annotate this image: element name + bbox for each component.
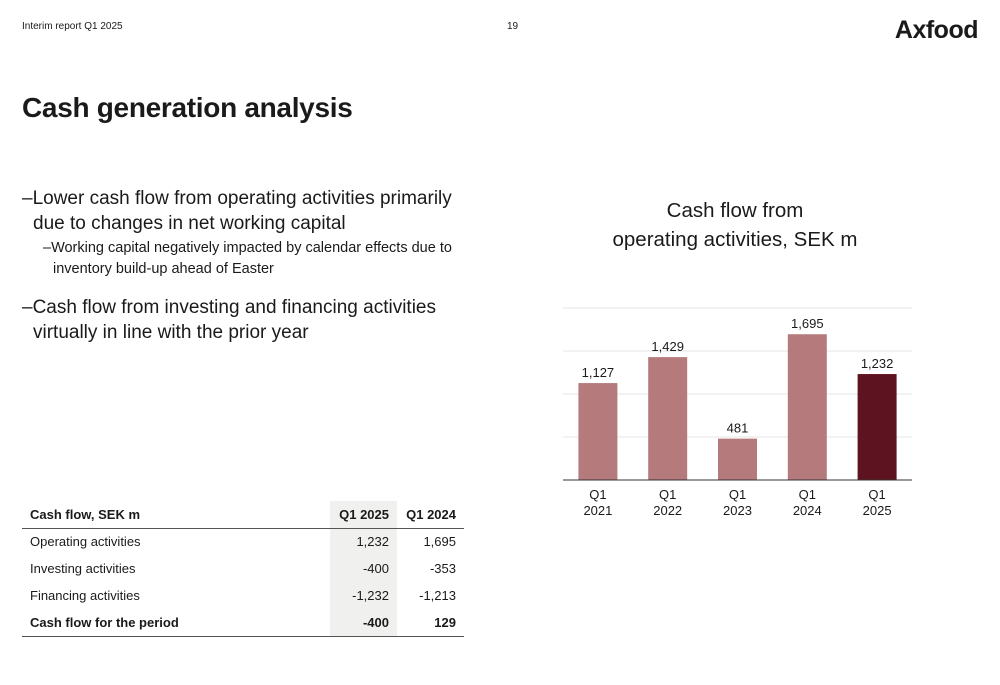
row-value-q1-2024: -353: [429, 561, 456, 576]
row-value-q1-2025: -1,232: [330, 582, 397, 609]
row-value-q1-2024: -1,213: [419, 588, 456, 603]
tick-label-4-0: Q1: [868, 487, 885, 502]
data-label-1: 1,429: [651, 339, 684, 354]
bullet-operating: –Lower cash flow from operating activiti…: [22, 188, 452, 234]
report-title: Interim report Q1 2025: [22, 21, 123, 32]
row-value-q1-2025: 1,232: [330, 528, 397, 555]
tick-label-2-0: Q1: [729, 487, 746, 502]
table-header-row: Cash flow, SEK m Q1 2025 Q1 2024: [22, 501, 464, 529]
total-value-q1-2024: 129: [397, 609, 464, 637]
tick-label-1-1: 2022: [653, 503, 682, 518]
bullet-investing-financing: –Cash flow from investing and financing …: [22, 297, 436, 343]
bar-3: [787, 334, 827, 480]
cash-flow-table: Cash flow, SEK m Q1 2025 Q1 2024 Operati…: [22, 501, 464, 637]
tick-label-0-1: 2021: [583, 503, 612, 518]
tick-label-0-0: Q1: [589, 487, 606, 502]
data-label-2: 481: [727, 421, 749, 436]
data-label-0: 1,127: [582, 365, 615, 380]
bar-1: [648, 357, 688, 480]
table-row: Operating activities 1,232 1,695: [22, 528, 464, 555]
chart-title: Cash flow from operating activities, SEK…: [585, 196, 885, 254]
row-label: Operating activities: [30, 534, 141, 550]
tick-label-1-0: Q1: [659, 487, 676, 502]
table-row: Investing activities -400 -353: [22, 555, 464, 582]
bar-2: [718, 438, 757, 480]
total-value-q1-2025: -400: [330, 609, 397, 637]
row-value-q1-2025: -400: [330, 555, 397, 582]
sub-bullet-working-capital: –Working capital negatively impacted by …: [43, 240, 452, 277]
cash-flow-bar-chart: 1,127Q120211,429Q12022481Q120231,695Q120…: [563, 307, 912, 518]
row-value-q1-2024: 1,695: [423, 534, 456, 550]
row-label: Investing activities: [30, 561, 136, 576]
bar-4: [857, 374, 897, 480]
page-number: 19: [507, 21, 519, 32]
data-label-4: 1,232: [861, 356, 894, 371]
chart-title-line-2: operating activities, SEK m: [612, 228, 858, 251]
table-total-row: Cash flow for the period -400 129: [22, 609, 464, 637]
header-q1-2025: Q1 2025: [330, 501, 397, 529]
tick-label-3-1: 2024: [793, 503, 822, 518]
row-label: Financing activities: [30, 588, 140, 603]
tick-label-3-0: Q1: [799, 487, 816, 502]
chart-title-line-1: Cash flow from: [666, 199, 804, 222]
tick-label-2-1: 2023: [723, 503, 752, 518]
bar-0: [578, 383, 618, 480]
tick-label-4-1: 2025: [863, 503, 892, 518]
page-title: Cash generation analysis: [22, 92, 353, 123]
table-row: Financing activities -1,232 -1,213: [22, 582, 464, 609]
company-logo: Axfood: [894, 16, 979, 44]
header-label: Cash flow, SEK m: [22, 501, 330, 529]
bullet-list: –Lower cash flow from operating activiti…: [22, 186, 462, 345]
total-label: Cash flow for the period: [22, 609, 330, 637]
header-q1-2024: Q1 2024: [397, 501, 464, 529]
data-label-3: 1,695: [791, 316, 824, 331]
